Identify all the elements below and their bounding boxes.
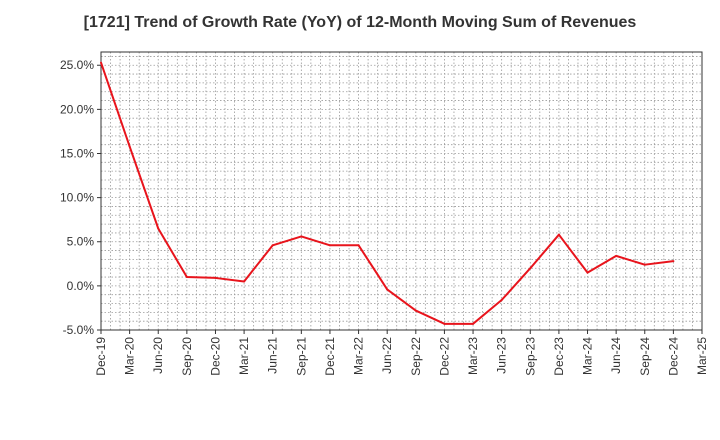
- x-tick-label: Jun-23: [495, 337, 509, 374]
- x-tick-label: Jun-24: [609, 337, 623, 374]
- x-tick-label: Dec-23: [552, 337, 566, 376]
- x-tick-label: Mar-20: [123, 337, 137, 375]
- chart-title: [1721] Trend of Growth Rate (YoY) of 12-…: [83, 14, 637, 31]
- data-point: [271, 244, 274, 247]
- data-point: [243, 280, 246, 283]
- plot-border: [100, 51, 703, 331]
- data-point: [328, 244, 331, 247]
- x-tick-label: Sep-23: [523, 337, 537, 376]
- x-tick-label: Sep-22: [409, 337, 423, 376]
- axes: [97, 51, 703, 334]
- data-point: [615, 254, 618, 257]
- x-tick-labels: Dec-19 Mar-20 Jun-20 Sep-20 Dec-20 Mar-21 Jun-…: [94, 337, 709, 376]
- x-tick-label: Dec-21: [323, 337, 337, 376]
- x-tick-label: Dec-20: [208, 337, 222, 376]
- x-tick-label: Sep-21: [294, 337, 308, 376]
- data-point: [214, 276, 217, 279]
- data-point: [386, 288, 389, 291]
- series-layer: [100, 61, 675, 325]
- x-tick-label: Sep-24: [638, 337, 652, 376]
- data-point: [500, 298, 503, 301]
- y-tick-label: -5.0%: [63, 323, 95, 337]
- y-tick-label: 20.0%: [60, 102, 94, 116]
- y-tick-label: 5.0%: [67, 235, 95, 249]
- x-tick-label: Sep-20: [180, 337, 194, 376]
- data-point: [472, 322, 475, 325]
- data-point: [557, 233, 560, 236]
- x-tick-label: Mar-24: [581, 337, 595, 375]
- x-tick-label: Dec-22: [437, 337, 451, 376]
- grid: [101, 52, 702, 331]
- data-point: [643, 263, 646, 266]
- data-point: [100, 61, 102, 64]
- y-tick-label: 25.0%: [60, 58, 94, 72]
- x-tick-label: Mar-21: [237, 337, 251, 375]
- x-tick-label: Jun-21: [266, 337, 280, 374]
- data-point: [157, 227, 160, 230]
- x-tick-label: Mar-23: [466, 337, 480, 375]
- x-tick-label: Dec-24: [666, 337, 680, 376]
- y-tick-label: 15.0%: [60, 146, 94, 160]
- x-tick-label: Mar-25: [695, 337, 709, 375]
- data-point: [672, 260, 675, 263]
- x-tick-label: Jun-22: [380, 337, 394, 374]
- data-point: [586, 271, 589, 274]
- data-point: [300, 235, 303, 238]
- y-tick-label: 10.0%: [60, 191, 94, 205]
- data-point: [185, 276, 188, 279]
- data-point: [357, 244, 360, 247]
- x-tick-label: Jun-20: [151, 337, 165, 374]
- data-point: [529, 267, 532, 270]
- data-point: [128, 145, 131, 148]
- x-tick-label: Mar-22: [352, 337, 366, 375]
- data-point: [414, 309, 417, 312]
- data-point: [443, 322, 446, 325]
- y-tick-label: 0.0%: [67, 279, 95, 293]
- x-tick-label: Dec-19: [94, 337, 108, 376]
- y-tick-labels: 25.0% 20.0% 15.0% 10.0% 5.0% 0.0% -5.0%: [60, 58, 94, 337]
